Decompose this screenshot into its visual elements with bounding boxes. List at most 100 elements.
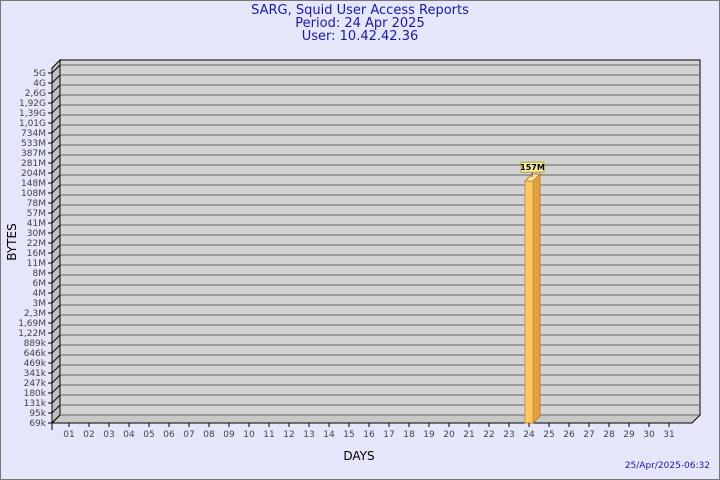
y-tick-label: 57M bbox=[27, 209, 46, 219]
y-tick-label: 387M bbox=[21, 149, 46, 159]
x-tick-label: 14 bbox=[323, 430, 335, 440]
y-tick-diagonal bbox=[51, 194, 61, 204]
y-tick-label: 2,6G bbox=[25, 89, 46, 99]
x-tick-label: 06 bbox=[163, 430, 175, 440]
x-tick-label: 24 bbox=[523, 430, 535, 440]
y-axis-label: BYTES bbox=[5, 223, 19, 260]
x-tick-label: 28 bbox=[603, 430, 615, 440]
y-tick-label: 5G bbox=[33, 69, 46, 79]
x-tick-label: 08 bbox=[203, 430, 215, 440]
y-tick-diagonal bbox=[51, 214, 61, 224]
y-tick-label: 204M bbox=[21, 169, 46, 179]
x-tick-label: 10 bbox=[243, 430, 255, 440]
y-tick-label: 16M bbox=[27, 249, 46, 259]
y-tick-diagonal bbox=[51, 354, 61, 364]
chart-title: SARG, Squid User Access Reports bbox=[251, 3, 469, 18]
y-tick-diagonal bbox=[51, 364, 61, 374]
y-tick-label: 2,3M bbox=[24, 309, 46, 319]
y-tick-diagonal bbox=[51, 244, 61, 254]
y-tick-diagonal bbox=[51, 144, 61, 154]
y-tick-label: 11M bbox=[27, 259, 46, 269]
y-tick-diagonal bbox=[51, 374, 61, 384]
y-tick-label: 4M bbox=[33, 289, 47, 299]
timestamp: 25/Apr/2025-06:32 bbox=[624, 461, 710, 471]
y-tick-label: 341k bbox=[24, 369, 47, 379]
x-tick-label: 03 bbox=[103, 430, 114, 440]
x-tick-label: 26 bbox=[563, 430, 575, 440]
y-tick-diagonal bbox=[51, 174, 61, 184]
y-tick-label: 889k bbox=[24, 339, 47, 349]
y-tick-diagonal bbox=[51, 404, 61, 414]
x-tick-label: 27 bbox=[583, 430, 594, 440]
y-tick-label: 6M bbox=[33, 279, 47, 289]
y-tick-label: 131k bbox=[24, 399, 47, 409]
plot-back-wall bbox=[59, 59, 701, 416]
y-tick-label: 69k bbox=[29, 419, 46, 429]
y-tick-diagonal bbox=[51, 204, 61, 214]
y-tick-diagonal bbox=[51, 294, 61, 304]
y-tick-diagonal bbox=[51, 254, 61, 264]
x-tick-label: 23 bbox=[503, 430, 514, 440]
y-tick-label: 78M bbox=[27, 199, 46, 209]
y-tick-diagonal bbox=[51, 274, 61, 284]
y-tick-label: 1,01G bbox=[19, 119, 46, 129]
x-tick-label: 18 bbox=[403, 430, 415, 440]
x-tick-label: 16 bbox=[363, 430, 375, 440]
y-tick-label: 533M bbox=[21, 139, 46, 149]
y-tick-diagonal bbox=[51, 344, 61, 354]
y-tick-label: 1,92G bbox=[19, 99, 46, 109]
y-tick-label: 4G bbox=[33, 79, 46, 89]
x-tick-label: 19 bbox=[423, 430, 435, 440]
y-tick-diagonal bbox=[51, 104, 61, 114]
x-tick-label: 05 bbox=[143, 430, 154, 440]
y-tick-diagonal bbox=[51, 134, 61, 144]
y-tick-diagonal bbox=[51, 304, 61, 314]
y-tick-label: 22M bbox=[27, 239, 46, 249]
y-tick-diagonal bbox=[51, 84, 61, 94]
y-tick-diagonal bbox=[51, 414, 61, 424]
x-tick-label: 07 bbox=[183, 430, 194, 440]
x-tick-label: 31 bbox=[663, 430, 674, 440]
y-tick-label: 281M bbox=[21, 159, 46, 169]
y-tick-diagonal bbox=[51, 324, 61, 334]
y-tick-diagonal bbox=[51, 114, 61, 124]
y-tick-diagonal bbox=[51, 314, 61, 324]
y-tick-diagonal bbox=[51, 154, 61, 164]
y-tick-diagonal bbox=[51, 184, 61, 194]
y-tick-label: 41M bbox=[27, 219, 46, 229]
y-tick-diagonal bbox=[51, 394, 61, 404]
y-tick-label: 1,22M bbox=[18, 329, 46, 339]
y-tick-diagonal bbox=[51, 224, 61, 234]
y-tick-label: 734M bbox=[21, 129, 46, 139]
chart-user: User: 10.42.42.36 bbox=[301, 29, 419, 44]
data-label-box bbox=[520, 161, 545, 173]
x-tick-label: 02 bbox=[83, 430, 94, 440]
bar-side bbox=[532, 172, 541, 425]
y-tick-label: 247k bbox=[24, 379, 47, 389]
y-tick-diagonal bbox=[51, 334, 61, 344]
bar bbox=[524, 180, 534, 424]
y-tick-label: 646k bbox=[24, 349, 47, 359]
x-tick-label: 12 bbox=[283, 430, 294, 440]
y-tick-diagonal bbox=[51, 94, 61, 104]
x-axis-label: DAYS bbox=[343, 449, 374, 463]
y-tick-diagonal bbox=[51, 124, 61, 134]
data-label: 157M bbox=[520, 163, 545, 172]
x-tick-label: 09 bbox=[223, 430, 235, 440]
x-tick-label: 17 bbox=[383, 430, 394, 440]
x-tick-label: 15 bbox=[343, 430, 354, 440]
y-tick-label: 148M bbox=[21, 179, 46, 189]
x-tick-label: 25 bbox=[543, 430, 554, 440]
y-tick-label: 1,69M bbox=[18, 319, 46, 329]
y-tick-diagonal bbox=[51, 164, 61, 174]
y-tick-label: 30M bbox=[27, 229, 46, 239]
y-tick-label: 8M bbox=[33, 269, 47, 279]
y-tick-label: 1,39G bbox=[19, 109, 46, 119]
y-tick-label: 469k bbox=[24, 359, 47, 369]
plot-floor bbox=[50, 414, 702, 424]
x-tick-label: 13 bbox=[303, 430, 314, 440]
y-tick-diagonal bbox=[51, 64, 61, 74]
y-tick-diagonal bbox=[51, 284, 61, 294]
y-tick-diagonal bbox=[51, 264, 61, 274]
